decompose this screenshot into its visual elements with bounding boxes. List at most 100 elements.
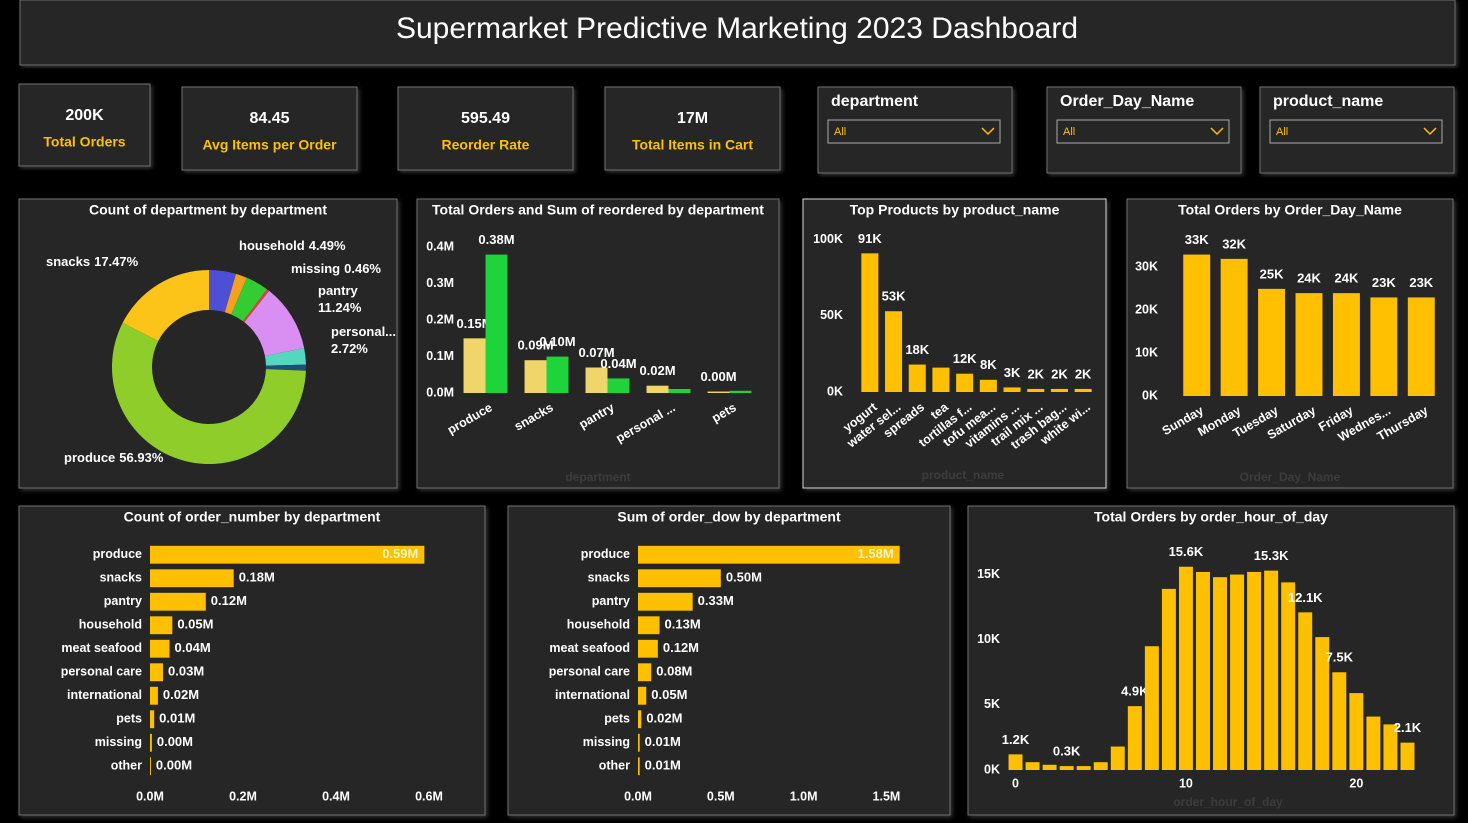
data-label: 33K [1185,232,1209,247]
kpi-value: 17M [677,110,708,127]
bar [1264,570,1279,770]
slice-category: personal... [331,324,396,339]
y-tick-label: household [79,618,142,632]
bar [1183,254,1211,396]
bar [707,391,730,393]
y-tick-label: 5K [984,697,1000,711]
x-tick-label: 10 [1179,776,1193,790]
data-label: 53K [882,289,906,304]
bar [1003,387,1021,392]
y-tick-label: 0K [1142,388,1158,402]
bar [729,390,752,393]
dropdown-value: All [1276,126,1288,138]
bar [485,254,508,393]
bar [861,253,879,392]
data-label: 15.3K [1254,548,1289,563]
dropdown-chevron [1423,127,1437,136]
bar [979,379,997,392]
bar [1161,588,1176,770]
bar [150,639,170,658]
data-label: 2.1K [1394,720,1422,735]
data-label: 0.05M [651,687,687,702]
data-label: 18K [905,342,929,357]
bar [1383,724,1398,770]
slice-value: 2.72% [331,341,368,356]
dropdown[interactable]: All [1056,119,1230,144]
y-tick-label: 0.2M [426,312,454,326]
slice-category: household [239,238,305,253]
bar [150,663,164,682]
x-tick-label: 0.2M [229,789,257,803]
slice-label: pantry 11.24% [318,283,362,315]
kpi-card [18,83,151,167]
y-tick-label: meat seafood [61,641,142,655]
data-label: 12K [953,351,977,366]
dropdown-value: All [1063,126,1075,138]
data-label: 0.15M [456,316,492,331]
donut-slice [264,348,306,366]
slice-label: produce 56.93% [64,450,164,465]
dropdown-box [1056,119,1230,144]
data-label: 2K [1075,366,1092,381]
y-tick-label: missing [583,735,630,749]
y-tick-label: 0.3M [426,276,454,290]
filter-card [1259,86,1455,174]
x-axis-title: Order_Day_Name [1240,470,1341,484]
chart-title: Total Orders and Sum of reordered by dep… [432,202,764,218]
bar [956,373,974,392]
bar [1332,293,1360,396]
data-label: 0.33M [698,593,734,608]
y-tick-label: other [599,759,630,773]
data-label: 0.07M [578,345,614,360]
y-tick-label: snacks [588,571,630,585]
y-tick-label: pantry [104,594,142,608]
donut-slice [244,290,305,356]
bar [150,710,155,729]
kpi-label: Avg Items per Order [202,137,337,153]
chart-panel [802,198,1107,489]
bar [1258,288,1286,396]
bar [638,569,721,588]
bar [1178,566,1193,770]
dropdown[interactable]: All [827,119,1001,144]
slice-label: household 4.49% [239,238,346,253]
filter-card [1046,86,1242,174]
bar [638,616,660,635]
bar [1059,766,1074,770]
y-tick-label: snacks [100,571,142,585]
donut-slice [243,289,270,323]
y-tick-label: 0.4M [426,240,454,254]
data-label: 0.00M [700,369,736,384]
kpi-value: 84.45 [249,110,289,127]
y-tick-label: 100K [813,232,843,246]
chart-title: Sum of order_dow by department [617,509,841,525]
bar [646,385,669,393]
data-label: 8K [980,357,997,372]
data-label: 0.05M [177,617,213,632]
data-label: 2K [1027,366,1044,381]
donut-slice [209,270,237,313]
data-label: 1.58M [858,546,894,561]
x-tick-label: 1.5M [873,789,901,803]
data-label: 0.01M [159,711,195,726]
data-label: 0.04M [175,640,211,655]
data-label: 0.01M [645,734,681,749]
data-label: 3K [1004,365,1021,380]
bar [638,639,658,658]
y-tick-label: personal care [61,665,142,679]
filter-label: product_name [1273,93,1383,110]
y-tick-label: 0K [984,762,1000,776]
bar [1042,764,1057,770]
y-tick-label: pets [604,712,630,726]
data-label: 12.1K [1288,590,1323,605]
bar [638,545,900,564]
chart-title: Count of department by department [89,202,327,218]
chart-title: Count of order_number by department [124,509,381,525]
dashboard-title: Supermarket Predictive Marketing 2023 Da… [396,12,1078,45]
slice-label: snacks 17.47% [46,254,139,269]
bar [638,733,640,752]
bar [1127,706,1142,770]
bar [1315,637,1330,770]
data-label: 0.02M [646,711,682,726]
dropdown[interactable]: All [1269,119,1443,144]
